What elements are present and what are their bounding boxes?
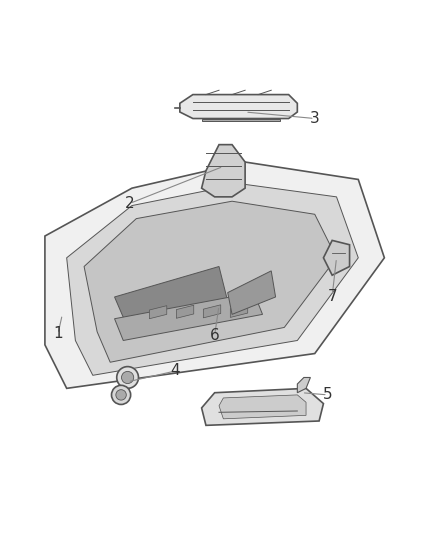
Polygon shape xyxy=(149,305,167,319)
Polygon shape xyxy=(203,305,221,318)
Text: 7: 7 xyxy=(327,288,337,304)
Text: 5: 5 xyxy=(323,387,332,402)
Text: 1: 1 xyxy=(53,326,63,342)
Polygon shape xyxy=(297,377,311,393)
Text: 4: 4 xyxy=(171,364,180,378)
Polygon shape xyxy=(323,240,350,275)
Polygon shape xyxy=(219,395,306,419)
Circle shape xyxy=(112,385,131,405)
Circle shape xyxy=(121,372,134,384)
Circle shape xyxy=(116,390,126,400)
Text: 6: 6 xyxy=(210,328,219,343)
Polygon shape xyxy=(201,118,280,120)
Polygon shape xyxy=(45,162,385,389)
Polygon shape xyxy=(84,201,336,362)
Polygon shape xyxy=(180,94,297,118)
Polygon shape xyxy=(201,144,245,197)
Polygon shape xyxy=(228,271,276,314)
Circle shape xyxy=(117,367,138,389)
Polygon shape xyxy=(177,305,194,318)
Polygon shape xyxy=(230,304,248,318)
Polygon shape xyxy=(67,184,358,375)
Text: 3: 3 xyxy=(310,111,320,126)
Polygon shape xyxy=(115,293,262,341)
Text: 2: 2 xyxy=(125,196,134,211)
Polygon shape xyxy=(201,389,323,425)
Polygon shape xyxy=(115,266,228,327)
